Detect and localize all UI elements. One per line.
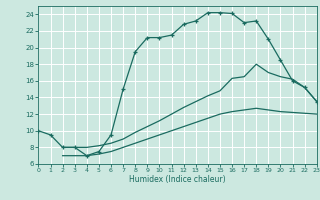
X-axis label: Humidex (Indice chaleur): Humidex (Indice chaleur) [129,175,226,184]
